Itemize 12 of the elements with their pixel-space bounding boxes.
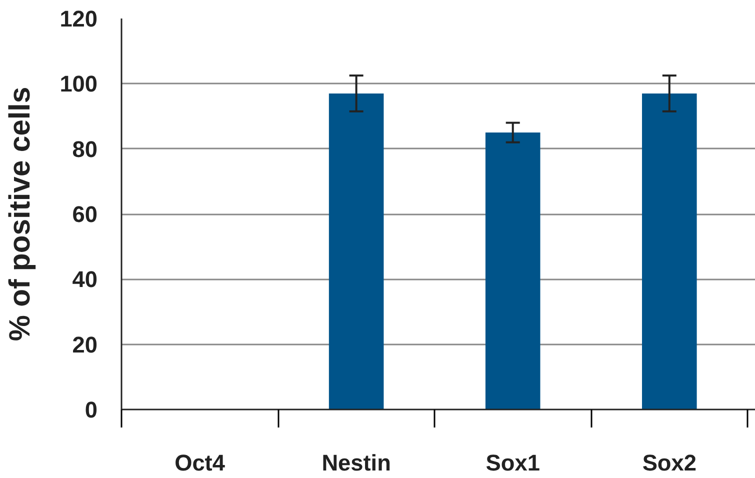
- y-tick-label: 60: [72, 201, 98, 227]
- x-tick-label: Sox2: [642, 450, 696, 476]
- y-tick-label: 80: [72, 136, 98, 162]
- y-tick-label: 20: [72, 331, 98, 358]
- x-tick-label: Sox1: [486, 450, 540, 476]
- y-tick-label: 0: [84, 396, 98, 422]
- x-tick-label: Oct4: [174, 450, 226, 476]
- y-tick-label: 120: [60, 6, 98, 32]
- x-tick-label: Nestin: [322, 450, 391, 476]
- y-tick-label: 40: [72, 266, 98, 292]
- y-tick-label: 100: [60, 70, 98, 97]
- y-axis-title: % of positive cells: [4, 86, 37, 342]
